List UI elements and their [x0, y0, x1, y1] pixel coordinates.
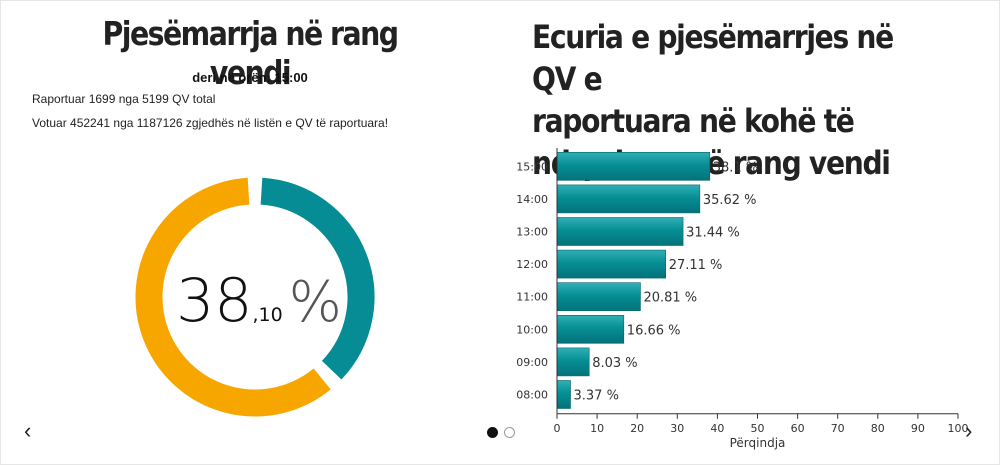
x-tick-label: 50 — [751, 422, 765, 435]
carousel-dot-2[interactable] — [504, 427, 516, 438]
reported-info: Raportuar 1699 nga 5199 QV total — [32, 92, 216, 106]
data-label: 8.03 % — [592, 356, 637, 371]
prev-arrow-icon[interactable]: ‹ — [24, 418, 32, 443]
bar-1000 — [556, 315, 625, 344]
x-tick-label: 100 — [948, 422, 969, 435]
x-tick-label: 70 — [831, 422, 845, 435]
data-label: 16.66 % — [627, 323, 681, 338]
category-label: 09:00 — [516, 356, 548, 369]
category-label: 11:00 — [516, 291, 548, 304]
data-label: 3.37 % — [574, 389, 619, 404]
x-tick-label: 80 — [871, 422, 885, 435]
turnout-bar-chart: 15:00 38.1 % 14:00 35.62 % 13:00 31.44 % 12:00… — [516, 148, 969, 450]
data-label: 31.44 % — [686, 226, 740, 241]
x-tick-label: 20 — [630, 422, 644, 435]
x-tick-label: 10 — [590, 422, 604, 435]
bar-1400 — [556, 184, 701, 214]
bar-1100 — [556, 282, 641, 311]
data-label: 20.81 % — [643, 291, 697, 306]
turnout-donut-chart: 38,10% — [135, 177, 375, 417]
category-label: 15:00 — [516, 160, 548, 173]
donut-slice-remaining — [135, 177, 331, 417]
bar-1200 — [556, 249, 667, 279]
category-label: 14:00 — [516, 193, 548, 206]
bar-1300 — [556, 217, 684, 246]
right-title-line-1: Ecuria e pjesëmarrjes në QV e — [532, 18, 894, 98]
category-label: 10:00 — [516, 323, 548, 336]
category-label: 08:00 — [516, 389, 548, 402]
next-arrow-icon[interactable]: › — [965, 418, 973, 443]
right-title: Ecuria e pjesëmarrjes në QV e raportuara… — [532, 16, 937, 184]
donut-center-value: 38,10% — [176, 266, 342, 336]
bar-0800 — [556, 380, 571, 409]
carousel-dot-1[interactable] — [487, 427, 498, 438]
x-tick-label: 0 — [554, 422, 561, 435]
right-title-line-2: raportuara në kohë të — [532, 102, 855, 140]
voted-info: Votuar 452241 nga 1187126 zgjedhës në li… — [32, 116, 389, 130]
x-tick-label: 40 — [710, 422, 724, 435]
carousel-dots — [487, 425, 517, 443]
bar-1500 — [556, 152, 711, 181]
x-axis-title: Përqindja — [730, 436, 786, 450]
x-tick-label: 60 — [791, 422, 805, 435]
data-label: 35.62 % — [703, 193, 757, 208]
data-label: 27.11 % — [669, 258, 723, 273]
category-label: 12:00 — [516, 258, 548, 271]
bar-0900 — [556, 347, 590, 377]
left-title: Pjesëmarrja në rang vendi — [102, 14, 400, 92]
x-tick-label: 30 — [670, 422, 684, 435]
data-label: 38.1 % — [713, 160, 758, 175]
category-label: 13:00 — [516, 226, 548, 239]
x-tick-label: 90 — [911, 422, 925, 435]
time-subtitle: deri në orën: 15:00 — [192, 70, 308, 85]
donut-slice-voted — [260, 177, 375, 380]
